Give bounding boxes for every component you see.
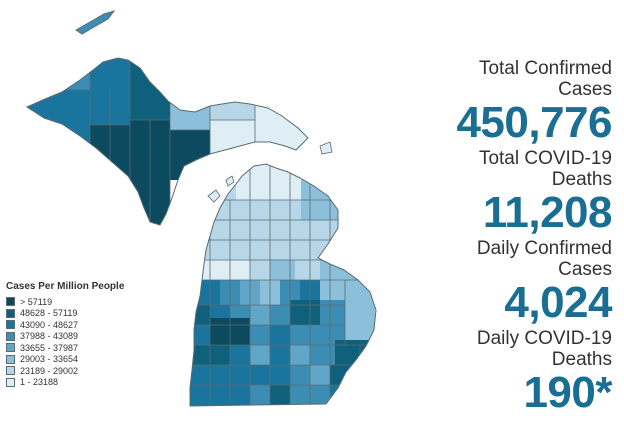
legend-swatch: [6, 320, 15, 330]
stat-label: Daily Confirmed: [476, 238, 612, 259]
island-beaver: [207, 189, 221, 203]
island-small-1: [225, 175, 235, 187]
legend-item: 37988 - 43089: [6, 331, 156, 343]
legend-label: 33655 - 37987: [20, 342, 79, 353]
legend-swatch: [6, 331, 15, 341]
legend-swatch: [6, 343, 15, 353]
legend-item: > 57119: [6, 296, 156, 308]
legend-label: 23189 - 29002: [20, 365, 79, 376]
stat-value: 11,208: [482, 188, 613, 237]
stat-label: Cases: [558, 79, 612, 100]
statistics-panel: Total Confirmed Cases 450,776 Total COVI…: [412, 58, 612, 418]
legend-label: 37988 - 43089: [20, 331, 79, 342]
legend-label: 43090 - 48627: [20, 319, 79, 330]
stat-value: 450,776: [456, 98, 612, 147]
stat-label: Deaths: [551, 169, 612, 190]
map-svg: [25, 10, 377, 407]
stat-label: Daily COVID-19: [476, 328, 612, 349]
legend-swatch: [6, 377, 15, 387]
legend-label: 29003 - 33654: [20, 354, 79, 365]
legend-item: 1 - 23188: [6, 377, 156, 389]
stat-daily-confirmed-cases: Daily Confirmed Cases 4,024: [412, 238, 613, 327]
stat-daily-deaths: Daily COVID-19 Deaths 190*: [412, 328, 613, 417]
legend-title: Cases Per Million People: [6, 281, 125, 292]
legend-swatch: [6, 354, 15, 364]
legend-item: 23189 - 29002: [6, 365, 156, 377]
stat-label: Total COVID-19: [478, 148, 612, 169]
legend-label: > 57119: [20, 296, 53, 307]
stat-value: 190*: [523, 368, 612, 417]
legend-swatch: [6, 366, 15, 376]
legend-swatch: [6, 297, 15, 307]
legend-item: 43090 - 48627: [6, 319, 156, 331]
michigan-county-map: [25, 10, 377, 407]
stat-label: Cases: [558, 259, 612, 280]
stat-label: Deaths: [551, 349, 612, 370]
isle-royale: [75, 10, 116, 35]
legend-item: 48628 - 57119: [6, 308, 156, 320]
stat-value: 4,024: [504, 278, 612, 327]
upper-peninsula-outline: [25, 57, 309, 226]
stat-total-deaths: Total COVID-19 Deaths 11,208: [412, 148, 613, 237]
stat-total-confirmed-cases: Total Confirmed Cases 450,776: [412, 58, 612, 146]
legend-label: 48628 - 57119: [20, 308, 78, 319]
legend-item: 29003 - 33654: [6, 354, 156, 366]
legend-swatch: [6, 308, 15, 318]
island-drummond: [319, 141, 333, 155]
legend-item: 33655 - 37987: [6, 342, 156, 354]
stat-label: Total Confirmed: [478, 58, 612, 79]
map-legend: Cases Per Million People > 57119 48628 -…: [6, 281, 156, 388]
lower-peninsula-outline: [189, 163, 377, 407]
lower-peninsula-counties: [190, 164, 376, 406]
legend-label: 1 - 23188: [20, 377, 59, 388]
